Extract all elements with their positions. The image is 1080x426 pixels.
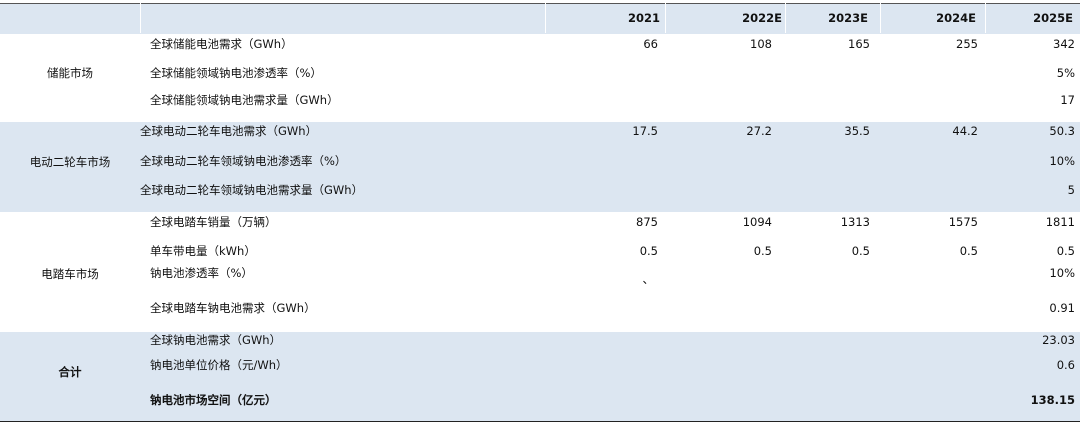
row-item: 全球钠电池需求（GWh） <box>150 333 282 347</box>
row-item: 全球电动二轮车领域钠电池需求量（GWh） <box>140 183 364 197</box>
cell-value: 165 <box>848 37 870 51</box>
cell-value: 44.2 <box>952 124 978 138</box>
row-item: 单车带电量（kWh） <box>150 244 256 258</box>
cell-value: 138.15 <box>1030 393 1075 407</box>
cell-value: 35.5 <box>844 124 870 138</box>
header-divider <box>785 3 786 33</box>
bottom-border <box>0 421 1080 422</box>
cell-value: 27.2 <box>746 124 772 138</box>
header-year: 2022E <box>742 11 782 25</box>
cell-value: 1094 <box>742 215 772 229</box>
header-year: 2023E <box>828 11 868 25</box>
cell-value: 0.5 <box>639 244 658 258</box>
cell-value: 50.3 <box>1049 124 1075 138</box>
row-item: 全球电动二轮车领域钠电池渗透率（%） <box>140 154 347 168</box>
group-label: 储能市场 <box>47 66 93 80</box>
row-item: 全球电动二轮车电池需求（GWh） <box>140 124 318 138</box>
cell-value: 0.91 <box>1049 301 1075 315</box>
cell-value: 108 <box>750 37 772 51</box>
cell-value: 255 <box>956 37 978 51</box>
header-row <box>0 3 1080 35</box>
cell-value: 342 <box>1053 37 1075 51</box>
cell-value: 0.5 <box>1056 244 1075 258</box>
header-divider <box>545 3 546 33</box>
cell-value: 1575 <box>948 215 978 229</box>
group-band <box>0 122 1080 212</box>
header-divider <box>880 3 881 33</box>
cell-value: 10% <box>1049 266 1075 280</box>
header-year: 2024E <box>936 11 976 25</box>
row-item: 全球电踏车销量（万辆） <box>150 215 277 229</box>
cell-value: 875 <box>636 215 658 229</box>
row-item: 钠电池市场空间（亿元） <box>150 393 277 407</box>
cell-value: 5% <box>1056 66 1075 80</box>
cell-value: 17.5 <box>632 124 658 138</box>
row-item: 全球电踏车钠电池需求（GWh） <box>150 301 316 315</box>
header-year: 2025E <box>1033 11 1073 25</box>
row-item: 钠电池渗透率（%） <box>150 266 253 280</box>
cell-value: 17 <box>1060 93 1075 107</box>
header-year: 2021 <box>627 11 660 25</box>
row-item: 全球储能电池需求（GWh） <box>150 37 293 51</box>
cell-value: 66 <box>643 37 658 51</box>
header-divider <box>140 3 141 33</box>
cell-value: 0.5 <box>959 244 978 258</box>
row-item: 钠电池单位价格（元/Wh） <box>150 358 288 372</box>
group-band <box>0 332 1080 421</box>
cell-value: 0.5 <box>753 244 772 258</box>
row-item: 全球储能领域钠电池渗透率（%） <box>150 66 322 80</box>
cell-value: 0.6 <box>1056 358 1075 372</box>
cell-value: 10% <box>1049 154 1075 168</box>
cell-value: 23.03 <box>1042 333 1075 347</box>
cell-value: 1811 <box>1045 215 1075 229</box>
group-label: 电踏车市场 <box>41 267 99 281</box>
header-divider <box>985 3 986 33</box>
row-item: 全球储能领域钠电池需求量（GWh） <box>150 93 339 107</box>
group-label: 电动二轮车市场 <box>29 155 111 169</box>
cell-value: 0.5 <box>851 244 870 258</box>
cell-value: 5 <box>1067 183 1075 197</box>
header-divider <box>665 3 666 33</box>
cell-value: 1313 <box>840 215 870 229</box>
group-label: 合计 <box>58 365 82 379</box>
cell-value: 、 <box>642 272 655 286</box>
